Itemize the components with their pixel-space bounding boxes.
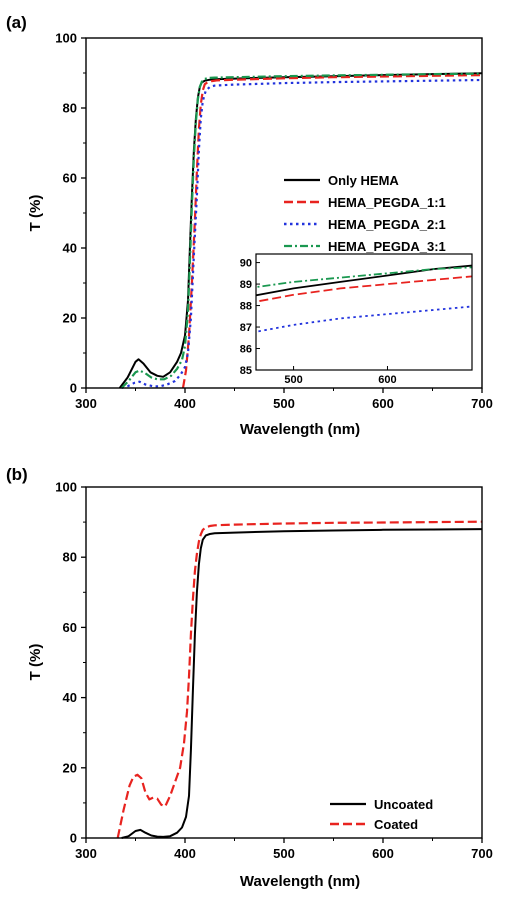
panel-b-y-axis-title: T (%): [27, 644, 44, 681]
inset-frame: [255, 253, 473, 371]
panel-b-x-tick-label-500: 500: [273, 846, 295, 861]
panel-b: (b) 300 400 500 600 700 0 20 40 60 80 100 Waveleng…: [6, 465, 493, 890]
panel-a-x-tick-label-500: 500: [273, 396, 295, 411]
panel-b-series-coated: [116, 520, 483, 839]
panel-a-inset: 500 600 85 86 87 88 89 90: [240, 253, 473, 386]
panel-a-plot-area: 300 400 500 600 700 0 20 40 60 80 100: [55, 31, 493, 412]
panel-a-y-tick-label-40: 40: [63, 241, 77, 256]
panel-a-y-tick-label-0: 0: [70, 381, 77, 396]
inset-y-tick-label-89: 89: [240, 279, 252, 291]
panel-a-y-tick-label-100: 100: [55, 31, 77, 46]
panel-a-y-axis-title: T (%): [27, 195, 44, 232]
panel-b-y-tick-label-60: 60: [63, 620, 77, 635]
panel-b-label: (b): [6, 465, 28, 484]
panel-b-x-tick-label-700: 700: [471, 846, 493, 861]
panel-b-y-tick-label-100: 100: [55, 480, 77, 495]
panel-b-y-tick-label-0: 0: [70, 831, 77, 846]
panel-a-x-tick-label-700: 700: [471, 396, 493, 411]
panel-b-x-axis-title: Wavelength (nm): [240, 873, 360, 890]
inset-x-tick-label-500: 500: [284, 374, 302, 386]
panel-b-series-uncoated: [121, 528, 483, 839]
panel-b-x-tick-label-600: 600: [372, 846, 394, 861]
inset-y-tick-label-86: 86: [240, 344, 252, 356]
panel-b-legend: Uncoated Coated: [330, 797, 433, 832]
panel-a-x-tick-label-300: 300: [75, 396, 97, 411]
legend-label-coated: Coated: [374, 817, 418, 832]
inset-series-hema-pegda-3-1: [256, 266, 472, 289]
panel-b-plot-area: 300 400 500 600 700 0 20 40 60 80 100: [55, 480, 493, 862]
panel-b-y-tick-label-80: 80: [63, 550, 77, 565]
panel-b-y-tick-label-40: 40: [63, 690, 77, 705]
legend-label-uncoated: Uncoated: [374, 797, 433, 812]
panel-a-y-tick-label-20: 20: [63, 311, 77, 326]
panel-a-y-tick-label-80: 80: [63, 101, 77, 116]
panel-a-label: (a): [6, 13, 27, 32]
legend-label-hema-pegda-2-1: HEMA_PEGDA_2:1: [328, 217, 446, 232]
legend-label-hema-pegda-3-1: HEMA_PEGDA_3:1: [328, 239, 446, 254]
panel-a-legend: Only HEMA HEMA_PEGDA_1:1 HEMA_PEGDA_2:1 …: [284, 173, 446, 254]
panel-b-axes-frame: [85, 486, 483, 839]
panel-a-x-tick-label-600: 600: [372, 396, 394, 411]
inset-background: [256, 254, 472, 370]
legend-label-hema-pegda-1-1: HEMA_PEGDA_1:1: [328, 195, 446, 210]
inset-y-tick-label-85: 85: [240, 365, 252, 377]
panel-a-x-axis-title: Wavelength (nm): [240, 421, 360, 438]
legend-label-only-hema: Only HEMA: [328, 173, 399, 188]
inset-series-group: [256, 264, 472, 333]
panel-b-x-tick-label-400: 400: [174, 846, 196, 861]
inset-x-tick-label-600: 600: [378, 374, 396, 386]
panel-b-x-tick-label-300: 300: [75, 846, 97, 861]
inset-y-tick-label-90: 90: [240, 258, 252, 270]
panel-a-series-hema-pegda-3-1: [120, 72, 483, 389]
panel-a: (a) 300 400 500 600 700 0 20 40 60 80 100 Waveleng…: [6, 13, 493, 438]
inset-y-tick-label-88: 88: [240, 301, 252, 313]
inset-y-tick-label-87: 87: [240, 322, 252, 334]
panel-a-y-tick-label-60: 60: [63, 171, 77, 186]
panel-b-y-tick-label-20: 20: [63, 760, 77, 775]
panel-a-series-hema-pegda-2-1: [121, 78, 483, 390]
inset-series-hema-pegda-1-1: [256, 275, 472, 303]
panel-a-x-tick-label-400: 400: [174, 396, 196, 411]
